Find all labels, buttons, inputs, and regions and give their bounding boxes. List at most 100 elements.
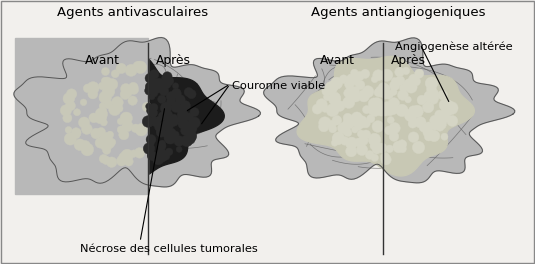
Circle shape <box>100 139 112 151</box>
Circle shape <box>385 106 394 116</box>
Circle shape <box>116 105 123 112</box>
Circle shape <box>326 104 339 117</box>
Polygon shape <box>297 56 475 176</box>
Circle shape <box>154 78 165 90</box>
Circle shape <box>441 101 453 112</box>
Circle shape <box>149 94 155 100</box>
Circle shape <box>186 130 197 142</box>
Circle shape <box>393 141 404 153</box>
Circle shape <box>423 101 434 113</box>
Circle shape <box>83 84 92 93</box>
Circle shape <box>99 102 106 110</box>
Circle shape <box>109 139 116 145</box>
Circle shape <box>106 131 113 138</box>
Circle shape <box>391 77 398 84</box>
Circle shape <box>412 141 425 154</box>
Circle shape <box>128 96 137 105</box>
Circle shape <box>73 131 80 139</box>
Circle shape <box>88 89 98 99</box>
Circle shape <box>73 109 81 116</box>
Text: Agents antivasculaires: Agents antivasculaires <box>57 6 209 19</box>
Circle shape <box>163 124 170 130</box>
Circle shape <box>381 74 388 81</box>
Circle shape <box>424 122 433 131</box>
Circle shape <box>343 113 352 122</box>
Circle shape <box>319 117 331 129</box>
Circle shape <box>117 126 125 134</box>
Circle shape <box>147 108 152 114</box>
Circle shape <box>161 152 170 160</box>
Circle shape <box>60 105 72 116</box>
Circle shape <box>103 137 115 149</box>
Circle shape <box>373 70 384 81</box>
Circle shape <box>89 113 98 123</box>
Circle shape <box>356 144 368 155</box>
Circle shape <box>81 143 94 156</box>
Circle shape <box>405 96 411 103</box>
Circle shape <box>435 122 444 131</box>
Circle shape <box>134 148 145 158</box>
Circle shape <box>166 123 173 130</box>
Circle shape <box>442 100 453 110</box>
Circle shape <box>109 139 116 145</box>
Circle shape <box>130 150 137 157</box>
Circle shape <box>148 140 154 147</box>
Circle shape <box>125 64 137 76</box>
Circle shape <box>146 135 156 144</box>
Circle shape <box>430 119 440 130</box>
Circle shape <box>355 116 368 128</box>
Circle shape <box>71 128 81 138</box>
Circle shape <box>157 142 166 150</box>
Circle shape <box>142 102 151 112</box>
Circle shape <box>437 116 447 126</box>
Circle shape <box>368 98 379 109</box>
Circle shape <box>380 69 393 81</box>
Circle shape <box>376 101 383 107</box>
Circle shape <box>186 123 197 134</box>
Circle shape <box>189 117 200 129</box>
Circle shape <box>323 94 331 101</box>
Circle shape <box>144 86 154 95</box>
Circle shape <box>124 157 131 163</box>
Circle shape <box>176 138 183 145</box>
Circle shape <box>104 100 113 109</box>
Circle shape <box>164 76 174 86</box>
Circle shape <box>99 102 106 110</box>
Circle shape <box>120 112 133 124</box>
Circle shape <box>116 105 123 112</box>
Circle shape <box>406 110 414 117</box>
Circle shape <box>318 121 329 132</box>
Circle shape <box>100 94 108 102</box>
Circle shape <box>383 89 390 97</box>
Circle shape <box>80 99 87 106</box>
Circle shape <box>382 102 392 112</box>
Circle shape <box>172 83 179 89</box>
Circle shape <box>332 115 342 125</box>
Circle shape <box>119 152 129 163</box>
Circle shape <box>388 98 400 109</box>
Circle shape <box>123 88 132 97</box>
Circle shape <box>74 139 86 150</box>
Circle shape <box>98 115 106 123</box>
Circle shape <box>435 110 444 119</box>
Circle shape <box>151 118 160 127</box>
Circle shape <box>355 71 364 81</box>
Circle shape <box>133 61 144 72</box>
Circle shape <box>349 90 362 102</box>
Circle shape <box>128 82 138 92</box>
Circle shape <box>342 128 351 136</box>
Circle shape <box>400 84 408 92</box>
Circle shape <box>117 156 127 166</box>
Text: Agents antiangiogeniques: Agents antiangiogeniques <box>311 6 485 19</box>
Circle shape <box>94 112 106 124</box>
Circle shape <box>148 108 157 118</box>
Circle shape <box>149 70 159 79</box>
Circle shape <box>165 132 176 144</box>
Circle shape <box>402 67 410 75</box>
Circle shape <box>119 130 129 140</box>
Circle shape <box>376 122 383 129</box>
Circle shape <box>81 124 93 134</box>
Circle shape <box>185 113 194 121</box>
Circle shape <box>329 125 337 133</box>
Circle shape <box>347 74 357 84</box>
